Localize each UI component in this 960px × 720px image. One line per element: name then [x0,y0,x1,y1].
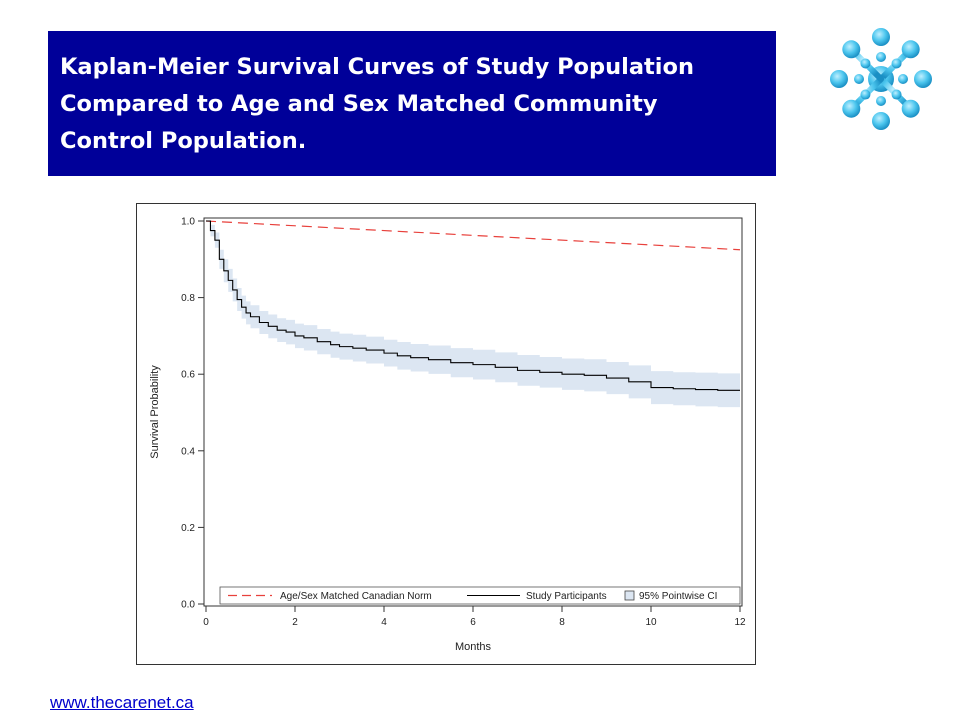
y-tick-label: 0.0 [181,600,195,611]
footer-website-link[interactable]: www.thecarenet.ca [50,693,194,712]
slide-title-line-2: Compared to Age and Sex Matched Communit… [60,91,658,117]
x-axis-label: Months [455,641,492,653]
y-tick-label: 0.2 [181,523,195,534]
logo-node [872,112,890,130]
slide-title-line-3: Control Population. [60,128,307,154]
x-tick-label: 2 [292,617,298,628]
y-tick-label: 0.4 [181,446,195,457]
title-banner: Kaplan-Meier Survival Curves of Study Po… [48,31,776,176]
logo-node [842,99,861,118]
logo-node [914,70,932,88]
logo-joint [898,74,908,84]
y-tick-label: 0.6 [181,370,195,381]
slide-title-line-1: Kaplan-Meier Survival Curves of Study Po… [60,54,694,80]
legend-ci-label: 95% Pointwise CI [639,591,717,602]
logo-joint [891,89,902,100]
logo-joint [876,52,886,62]
y-tick-label: 1.0 [181,217,195,228]
y-axis-label: Survival Probability [149,365,161,459]
x-tick-label: 0 [203,617,209,628]
y-tick-label: 0.8 [181,293,195,304]
x-tick-label: 4 [381,617,387,628]
legend-ci-swatch [624,590,635,601]
slide-title: Kaplan-Meier Survival Curves of Study Po… [60,49,766,160]
survival-chart-svg: 0.0 0.2 0.4 0.6 0.8 1.0 0 2 4 6 8 10 12 Months Surviva… [149,217,746,654]
study-line [206,220,740,391]
logo-joint [876,96,886,106]
logo-joint [854,74,864,84]
legend-study-label: Study Participants [526,591,607,602]
logo-joint [860,89,871,100]
ci-band [206,221,740,408]
logo-joint [891,58,902,69]
plot-area [203,217,743,607]
snowflake-molecule-logo-icon [830,28,932,130]
x-tick-label: 8 [559,617,565,628]
x-tick-label: 6 [470,617,476,628]
x-tick-label: 12 [734,617,746,628]
survival-chart: 0.0 0.2 0.4 0.6 0.8 1.0 0 2 4 6 8 10 12 Months Surviva… [136,203,756,665]
x-tick-label: 10 [645,617,657,628]
logo-node [830,70,848,88]
legend-norm-label: Age/Sex Matched Canadian Norm [280,591,432,602]
logo-joint [860,58,871,69]
logo-node [901,40,920,59]
logo-node [872,28,890,46]
norm-line [205,220,741,251]
logo-node [901,99,920,118]
logo-node [842,40,861,59]
